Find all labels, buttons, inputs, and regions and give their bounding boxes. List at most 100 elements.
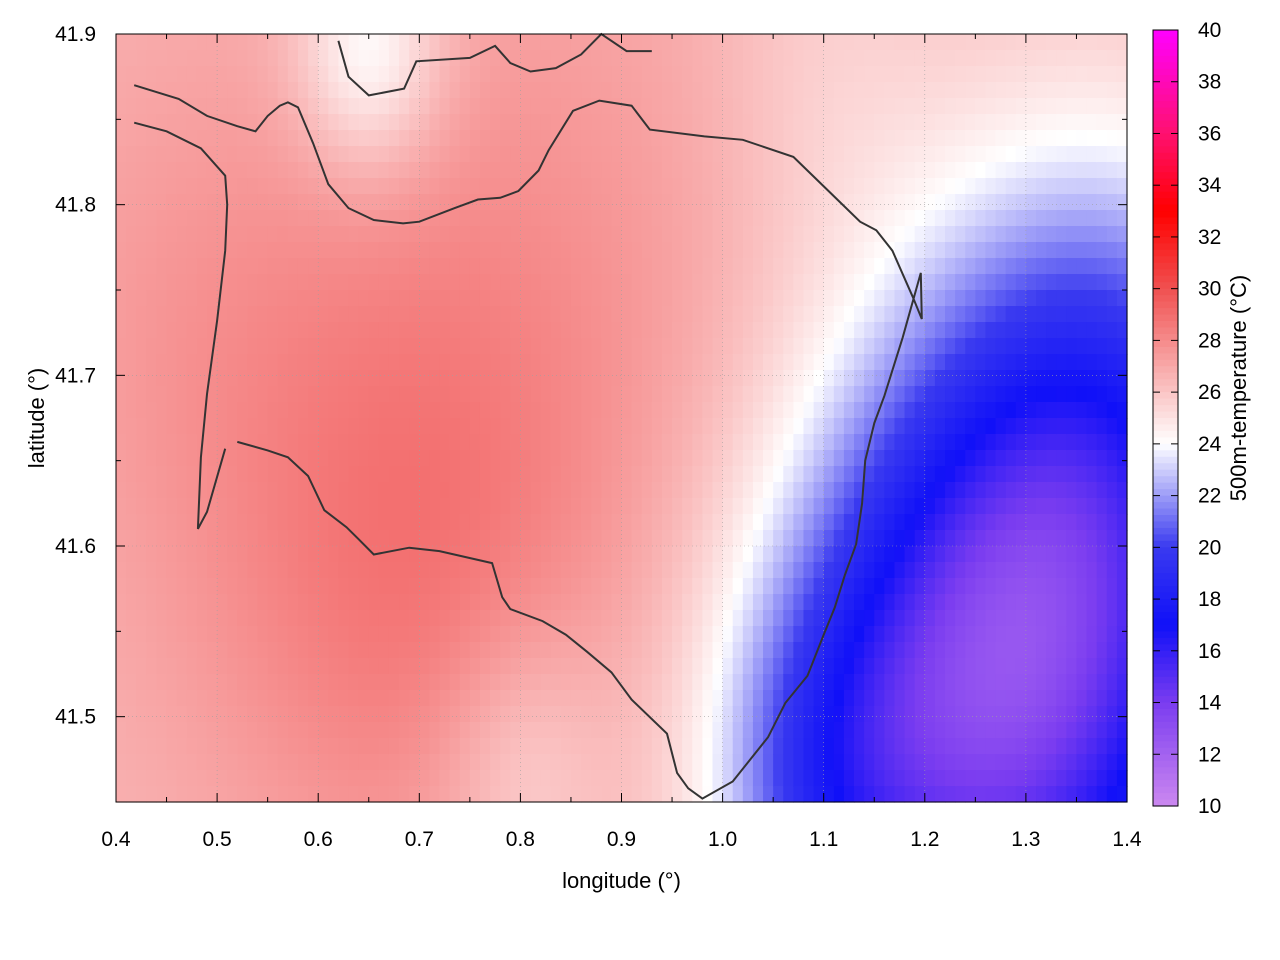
heatmap-cell bbox=[611, 466, 623, 483]
heatmap-cell bbox=[763, 210, 774, 227]
heatmap-cell bbox=[1005, 290, 1017, 307]
heatmap-cell bbox=[661, 578, 673, 595]
heatmap-cell bbox=[257, 466, 269, 483]
heatmap-cell bbox=[874, 530, 885, 547]
colorbar-segment bbox=[1153, 405, 1178, 413]
heatmap-cell bbox=[247, 738, 259, 755]
heatmap-cell bbox=[338, 114, 350, 131]
colorbar-segment bbox=[1153, 469, 1178, 477]
heatmap-cell bbox=[682, 546, 693, 563]
heatmap-cell bbox=[702, 546, 714, 563]
heatmap-cell bbox=[854, 322, 865, 339]
heatmap-cell bbox=[934, 114, 946, 131]
heatmap-cell bbox=[166, 674, 178, 691]
heatmap-cell bbox=[773, 178, 784, 195]
heatmap-cell bbox=[348, 306, 360, 323]
heatmap-cell bbox=[874, 210, 885, 227]
heatmap-cell bbox=[884, 66, 896, 83]
heatmap-cell bbox=[975, 146, 987, 163]
heatmap-cell bbox=[247, 690, 259, 707]
heatmap-cell bbox=[368, 130, 380, 147]
heatmap-cell bbox=[722, 610, 734, 627]
heatmap-cell bbox=[732, 674, 744, 691]
heatmap-cell bbox=[914, 642, 926, 659]
heatmap-cell bbox=[1066, 370, 1078, 387]
heatmap-cell bbox=[257, 66, 269, 83]
heatmap-cell bbox=[742, 562, 754, 579]
heatmap-cell bbox=[661, 338, 673, 355]
heatmap-cell bbox=[530, 130, 542, 147]
heatmap-cell bbox=[227, 450, 238, 467]
heatmap-cell bbox=[490, 274, 501, 291]
heatmap-cell bbox=[388, 482, 400, 499]
heatmap-cell bbox=[378, 674, 390, 691]
heatmap-cell bbox=[651, 338, 663, 355]
heatmap-cell bbox=[682, 66, 693, 83]
heatmap-cell bbox=[479, 306, 491, 323]
heatmap-cell bbox=[843, 210, 855, 227]
heatmap-cell bbox=[227, 274, 238, 291]
colorbar-segment bbox=[1153, 68, 1178, 76]
heatmap-cell bbox=[1106, 626, 1118, 643]
colorbar-segment bbox=[1153, 88, 1178, 96]
heatmap-cell bbox=[752, 594, 764, 611]
heatmap-cell bbox=[955, 306, 966, 323]
heatmap-cell bbox=[813, 786, 825, 803]
heatmap-cell bbox=[1076, 98, 1088, 115]
heatmap-cell bbox=[914, 482, 926, 499]
heatmap-cell bbox=[196, 690, 208, 707]
heatmap-cell bbox=[176, 82, 188, 99]
heatmap-cell bbox=[803, 754, 815, 771]
heatmap-cell bbox=[601, 450, 612, 467]
heatmap-cell bbox=[318, 418, 329, 435]
heatmap-cell bbox=[217, 306, 228, 323]
heatmap-cell bbox=[732, 226, 744, 243]
heatmap-cell bbox=[823, 738, 835, 755]
heatmap-cell bbox=[773, 546, 784, 563]
heatmap-cell bbox=[1025, 386, 1037, 403]
heatmap-cell bbox=[520, 786, 532, 803]
heatmap-cell bbox=[1116, 674, 1128, 691]
heatmap-cell bbox=[874, 514, 885, 531]
heatmap-cell bbox=[500, 114, 511, 131]
heatmap-cell bbox=[217, 738, 228, 755]
heatmap-cell bbox=[894, 194, 906, 211]
heatmap-cell bbox=[338, 354, 350, 371]
heatmap-cell bbox=[1066, 130, 1078, 147]
heatmap-cell bbox=[894, 578, 906, 595]
heatmap-cell bbox=[570, 98, 582, 115]
heatmap-cell bbox=[793, 82, 805, 99]
heatmap-cell bbox=[843, 674, 855, 691]
heatmap-cell bbox=[914, 626, 926, 643]
heatmap-cell bbox=[1036, 738, 1047, 755]
heatmap-cell bbox=[429, 306, 441, 323]
heatmap-cell bbox=[823, 530, 835, 547]
heatmap-cell bbox=[267, 658, 279, 675]
heatmap-cell bbox=[570, 434, 582, 451]
heatmap-cell bbox=[267, 610, 279, 627]
heatmap-cell bbox=[611, 434, 623, 451]
heatmap-cell bbox=[166, 402, 178, 419]
heatmap-cell bbox=[490, 226, 501, 243]
heatmap-cell bbox=[126, 178, 137, 195]
heatmap-cell bbox=[712, 786, 724, 803]
heatmap-cell bbox=[965, 178, 976, 195]
heatmap-cell bbox=[672, 82, 683, 99]
heatmap-cell bbox=[520, 338, 532, 355]
heatmap-cell bbox=[368, 258, 380, 275]
heatmap-cell bbox=[581, 370, 592, 387]
heatmap-cell bbox=[368, 178, 380, 195]
heatmap-cell bbox=[479, 642, 491, 659]
heatmap-cell bbox=[631, 370, 643, 387]
heatmap-cell bbox=[752, 546, 764, 563]
heatmap-cell bbox=[732, 610, 744, 627]
heatmap-cell bbox=[1116, 610, 1128, 627]
heatmap-cell bbox=[843, 610, 855, 627]
heatmap-cell bbox=[550, 610, 562, 627]
heatmap-cell bbox=[1056, 562, 1067, 579]
heatmap-cell bbox=[540, 226, 552, 243]
heatmap-cell bbox=[742, 610, 754, 627]
heatmap-cell bbox=[570, 386, 582, 403]
heatmap-cell bbox=[985, 194, 997, 211]
heatmap-cell bbox=[783, 130, 794, 147]
